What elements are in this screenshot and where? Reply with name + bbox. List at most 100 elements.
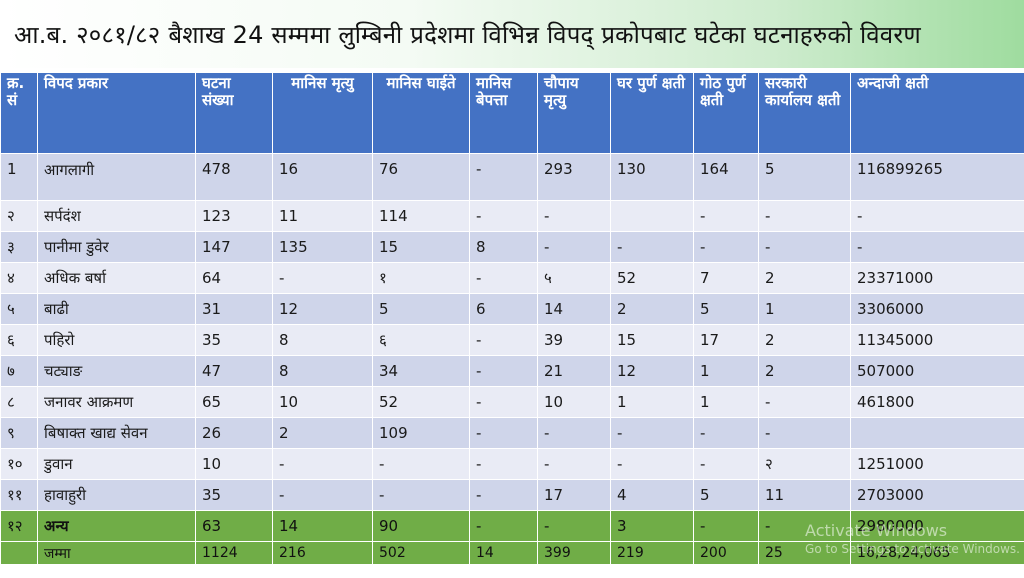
cell-human-deaths: 16 [272,153,373,201]
cell-estimated-loss: 23371000 [850,262,1024,294]
cell-human-missing: - [469,510,538,542]
table-row: ३ पानीमा डुवेर 147 135 15 8- - - - - [0,231,1024,263]
cell-houses-destroyed: 130 [610,153,694,201]
cell-human-missing: - [469,262,538,294]
cell-estimated-loss: 3306000 [850,293,1024,325]
cell-sheds-destroyed: 17 [693,324,759,356]
cell-houses-destroyed: 12 [610,355,694,387]
header-livestock-deaths: चौपाय मृत्यु [537,72,611,154]
cell-human-injured: १ [372,262,470,294]
cell-houses-destroyed [610,200,694,232]
cell-houses-destroyed: 3 [610,510,694,542]
cell-human-missing: 6 [469,293,538,325]
cell-houses-destroyed: - [610,448,694,480]
cell-incident-count: 65 [195,386,273,418]
cell-serial: २ [0,200,38,232]
cell-serial: 1 [0,153,38,201]
cell-sheds-destroyed: 164 [693,153,759,201]
table-row-other: १२ अन्य 63 14 90- -3- -2980000 [0,510,1024,542]
cell-livestock-deaths: 399 [537,541,611,565]
cell-estimated-loss: 1251000 [850,448,1024,480]
cell-human-deaths: 216 [272,541,373,565]
cell-estimated-loss [850,417,1024,449]
cell-serial: ९ [0,417,38,449]
table-row: ६ पहिरो 35 8 ६-39 15 17 2 11345000 [0,324,1024,356]
cell-houses-destroyed: 2 [610,293,694,325]
cell-disaster-type: अधिक बर्षा [37,262,196,294]
cell-human-deaths: - [272,262,373,294]
cell-estimated-loss: 116899265 [850,153,1024,201]
header-human-missing: मानिस बेपत्ता [469,72,538,154]
cell-livestock-deaths: - [537,510,611,542]
cell-govt-office-damage: - [758,200,851,232]
cell-human-missing: - [469,324,538,356]
header-estimated-loss: अन्दाजी क्षती [850,72,1024,154]
cell-livestock-deaths: - [537,417,611,449]
cell-human-injured: 114 [372,200,470,232]
cell-human-injured: - [372,448,470,480]
cell-human-missing: - [469,153,538,201]
cell-incident-count: 147 [195,231,273,263]
table-row: ८ जनावर आक्रमण 65 10 52-10 1 1-461800 [0,386,1024,418]
cell-sheds-destroyed: - [693,510,759,542]
cell-estimated-loss: - [850,200,1024,232]
cell-serial: १२ [0,510,38,542]
cell-estimated-loss: 507000 [850,355,1024,387]
cell-houses-destroyed: 52 [610,262,694,294]
header-human-deaths: मानिस मृत्यु [272,72,373,154]
cell-estimated-loss: 16,28,24,065 [850,541,1024,565]
header-serial: क्र. सं [0,72,38,154]
header-human-injured: मानिस घाईते [372,72,470,154]
cell-human-injured: 52 [372,386,470,418]
cell-govt-office-damage: - [758,510,851,542]
header-govt-office-damage: सरकारी कार्यालय क्षती [758,72,851,154]
cell-human-deaths: - [272,479,373,511]
cell-serial: ३ [0,231,38,263]
header-houses-destroyed: घर पुर्ण क्षती [610,72,694,154]
cell-sheds-destroyed: 5 [693,293,759,325]
cell-govt-office-damage: २ [758,448,851,480]
header-incident-count: घटना संख्या [195,72,273,154]
cell-govt-office-damage: - [758,417,851,449]
cell-human-deaths: 8 [272,355,373,387]
cell-livestock-deaths: - [537,231,611,263]
cell-human-injured: 15 [372,231,470,263]
cell-govt-office-damage: - [758,231,851,263]
cell-disaster-type: बिषाक्त खाद्य सेवन [37,417,196,449]
table-row: ७ चट्याङ 47 8 34-21 12 1 2 507000 [0,355,1024,387]
cell-human-injured: ६ [372,324,470,356]
cell-estimated-loss: - [850,231,1024,263]
cell-human-injured: 76 [372,153,470,201]
cell-houses-destroyed: 219 [610,541,694,565]
page-title: आ.ब. २०८१/८२ बैशाख 24 सम्ममा लुम्बिनी प्… [14,21,921,49]
cell-human-deaths: 8 [272,324,373,356]
cell-incident-count: 47 [195,355,273,387]
cell-incident-count: 10 [195,448,273,480]
cell-govt-office-damage: 1 [758,293,851,325]
header-sheds-destroyed: गोठ पुर्ण क्षती [693,72,759,154]
cell-human-injured: - [372,479,470,511]
cell-human-missing: 8 [469,231,538,263]
cell-disaster-type: चट्याङ [37,355,196,387]
cell-incident-count: 35 [195,479,273,511]
cell-disaster-type: बाढी [37,293,196,325]
cell-disaster-type: सर्पदंश [37,200,196,232]
cell-human-missing: - [469,417,538,449]
cell-livestock-deaths: 293 [537,153,611,201]
cell-sheds-destroyed: - [693,417,759,449]
cell-human-injured: 502 [372,541,470,565]
header-disaster-type: विपद प्रकार [37,72,196,154]
cell-sheds-destroyed: 1 [693,355,759,387]
cell-incident-count: 31 [195,293,273,325]
cell-human-injured: 34 [372,355,470,387]
cell-human-deaths: 135 [272,231,373,263]
table-row: १० डुवान 10- - - - - -२ 1251000 [0,448,1024,480]
cell-govt-office-damage: 2 [758,324,851,356]
cell-disaster-type: डुवान [37,448,196,480]
cell-incident-count: 26 [195,417,273,449]
cell-human-deaths: 11 [272,200,373,232]
cell-serial: ७ [0,355,38,387]
table-row: ९ बिषाक्त खाद्य सेवन 26 2 109- - - - - [0,417,1024,449]
cell-estimated-loss: 2980000 [850,510,1024,542]
cell-livestock-deaths: - [537,200,611,232]
